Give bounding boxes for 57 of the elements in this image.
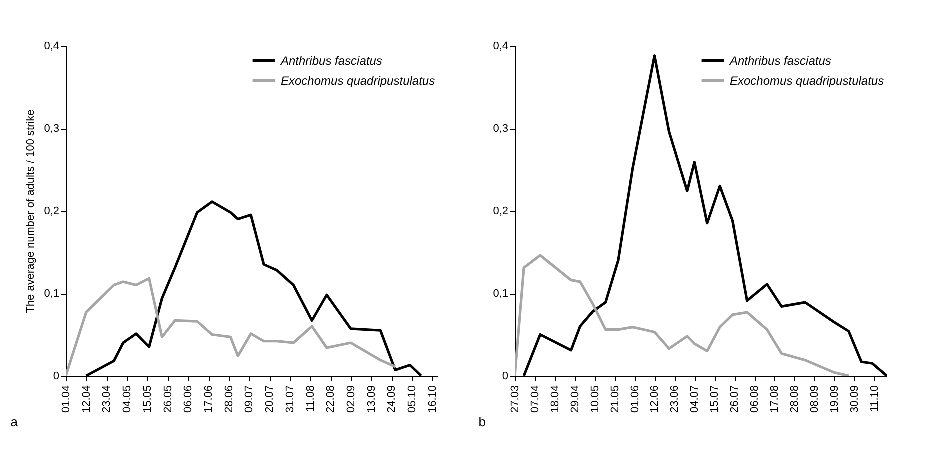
legend-label: Anthribus fasciatus bbox=[280, 54, 382, 68]
x-tick-label: 01.06 bbox=[629, 386, 642, 414]
x-tick-label: 06.08 bbox=[749, 386, 762, 414]
x-tick-label: 31.07 bbox=[284, 386, 296, 414]
x-tick-label: 29.04 bbox=[569, 386, 582, 414]
x-tick-label: 16.10 bbox=[426, 386, 439, 414]
x-tick-label: 20.07 bbox=[264, 386, 276, 414]
x-tick-label: 12.06 bbox=[649, 386, 662, 414]
x-tick-label: 28.06 bbox=[223, 386, 236, 414]
y-tick-label: 0,1 bbox=[44, 288, 60, 300]
legend-label: Anthribus fasciatus bbox=[729, 54, 832, 68]
x-tick-label: 11.08 bbox=[304, 386, 317, 412]
x-tick-label: 04.07 bbox=[689, 386, 702, 414]
x-tick-label: 02.09 bbox=[346, 386, 358, 414]
x-tick-label: 15.05 bbox=[142, 386, 154, 414]
line-series bbox=[66, 277, 397, 376]
x-tick-label: 22.08 bbox=[325, 386, 338, 414]
y-tick-label: 0,1 bbox=[493, 288, 508, 300]
x-tick-label: 17.06 bbox=[203, 386, 216, 414]
text: a bbox=[10, 414, 19, 430]
y-tick-label: 0 bbox=[53, 370, 60, 382]
x-tick-label: 24.09 bbox=[386, 386, 398, 414]
x-tick-label: 23.04 bbox=[101, 386, 114, 414]
x-tick-label: 11.10 bbox=[868, 386, 881, 412]
line-series bbox=[515, 254, 850, 376]
x-tick-label: 15.07 bbox=[709, 386, 722, 414]
y-tick-label: 0,2 bbox=[44, 206, 60, 218]
x-tick-label: 06.06 bbox=[182, 386, 195, 414]
y-tick-label: 0 bbox=[502, 370, 508, 382]
x-tick-label: 08.09 bbox=[808, 386, 821, 414]
x-tick-label: 05.10 bbox=[406, 386, 419, 414]
x-tick-label: 30.09 bbox=[848, 386, 861, 414]
y-tick-label: 0,2 bbox=[493, 206, 508, 218]
y-axis-title: The average number of adults / 100 strike bbox=[25, 110, 38, 314]
legend-label: Exochomus quadripustulatus bbox=[281, 74, 436, 88]
x-tick-label: 10.05 bbox=[589, 386, 602, 414]
x-tick-label: 07.04 bbox=[529, 386, 542, 414]
x-tick-label: 23.06 bbox=[669, 386, 682, 414]
text: b bbox=[478, 414, 486, 430]
x-tick-label: 04.05 bbox=[122, 386, 134, 414]
x-tick-label: 28.08 bbox=[788, 386, 801, 414]
x-tick-label: 17.08 bbox=[768, 386, 781, 414]
x-tick-label: 12.04 bbox=[80, 386, 93, 414]
x-tick-label: 09.07 bbox=[244, 386, 256, 414]
x-tick-label: 26.05 bbox=[162, 386, 174, 414]
x-tick-label: 21.05 bbox=[609, 386, 622, 414]
x-tick-label: 01.04 bbox=[60, 386, 72, 414]
x-tick-label: 18.04 bbox=[549, 386, 562, 414]
x-tick-label: 13.09 bbox=[366, 386, 378, 414]
y-tick-label: 0,3 bbox=[44, 123, 60, 135]
y-tick-label: 0,3 bbox=[493, 123, 508, 135]
x-tick-label: 27.03 bbox=[510, 386, 522, 414]
x-tick-label: 19.09 bbox=[828, 386, 841, 414]
x-tick-label: 26.07 bbox=[729, 386, 742, 414]
y-tick-label: 0,4 bbox=[493, 40, 508, 52]
legend-label: Exochomus quadripustulatus bbox=[730, 74, 884, 88]
y-tick-label: 0,4 bbox=[44, 40, 60, 52]
